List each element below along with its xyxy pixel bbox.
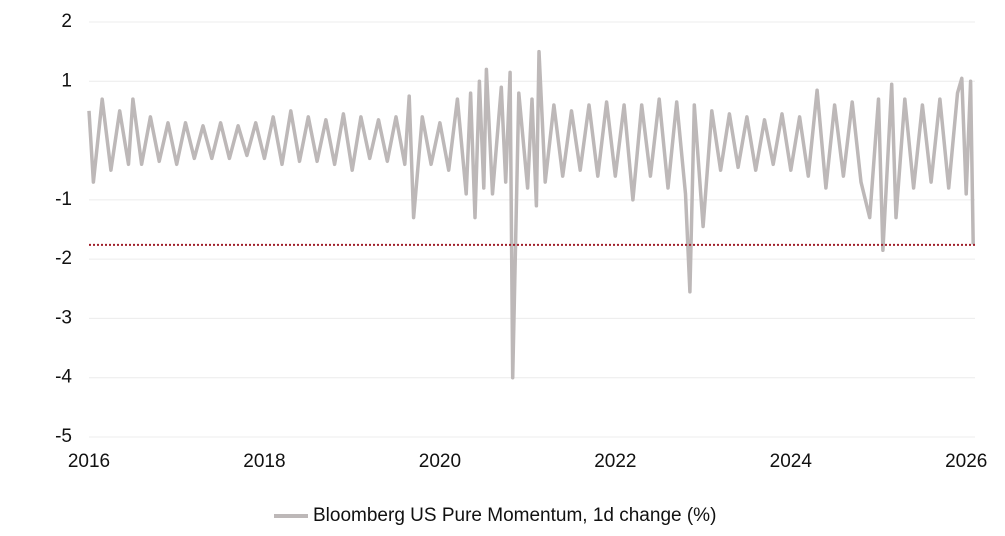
x-tick-label: 2022 xyxy=(594,451,636,472)
y-tick-label: 2 xyxy=(61,11,72,32)
legend-label: Bloomberg US Pure Momentum, 1d change (%… xyxy=(313,505,716,526)
x-tick-label: 2026 xyxy=(945,451,987,472)
series-line xyxy=(87,49,975,380)
y-tick-label: -1 xyxy=(55,189,72,210)
y-tick-label: -3 xyxy=(55,307,72,328)
y-tick-label: -5 xyxy=(55,426,72,447)
x-tick-label: 2018 xyxy=(243,451,285,472)
y-tick-label: -4 xyxy=(55,367,72,388)
y-tick-label: 1 xyxy=(61,70,72,91)
x-tick-label: 2020 xyxy=(419,451,461,472)
x-tick-label: 2016 xyxy=(68,451,110,472)
y-tick-label: -2 xyxy=(55,248,72,269)
x-tick-label: 2024 xyxy=(770,451,813,472)
